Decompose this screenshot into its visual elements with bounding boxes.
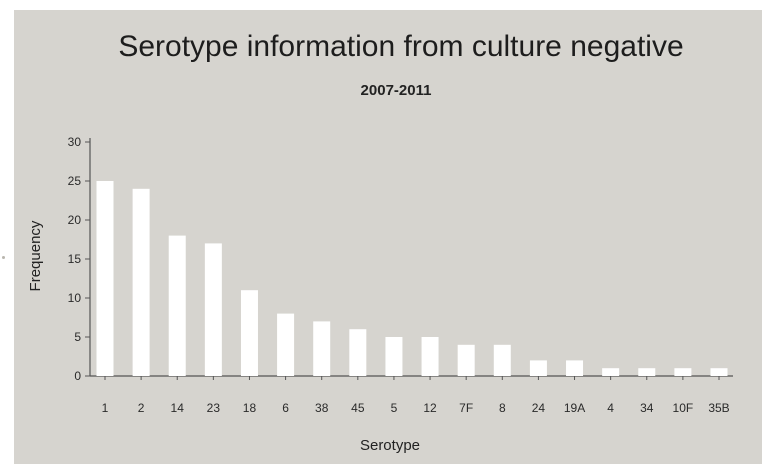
x-tick-label: 19A: [564, 401, 585, 415]
y-ticks: 0 5 10 15 20 25 30: [68, 135, 90, 383]
bars: [96, 181, 728, 376]
x-tick-label: 35B: [708, 401, 729, 415]
x-tick-label: 7F: [459, 401, 473, 415]
bar: [493, 344, 511, 376]
x-tick-label: 6: [282, 401, 289, 415]
x-tick-label: 14: [171, 401, 185, 415]
y-tick-label: 25: [68, 174, 82, 188]
y-tick-label: 30: [68, 135, 82, 149]
stray-mark: [2, 256, 5, 259]
bar: [313, 321, 331, 376]
bar: [674, 368, 692, 376]
y-tick-label: 0: [74, 369, 81, 383]
y-tick-label: 20: [68, 213, 82, 227]
x-tick-label: 5: [391, 401, 398, 415]
bar: [168, 235, 186, 376]
bar: [204, 243, 222, 376]
x-ticks: 1 2 14 23 18 6 38 45 5 12 7F 8 24 19A 4 34 10F 35B: [102, 376, 730, 415]
x-tick-label: 45: [351, 401, 365, 415]
bar: [132, 188, 150, 376]
x-tick-label: 34: [640, 401, 654, 415]
x-tick-label: 8: [499, 401, 506, 415]
bar: [529, 360, 547, 376]
x-axis-label: Serotype: [360, 437, 420, 454]
x-tick-label: 24: [532, 401, 546, 415]
x-tick-label: 1: [102, 401, 109, 415]
bar: [638, 368, 656, 376]
y-tick-label: 15: [68, 252, 82, 266]
chart-subtitle: 2007-2011: [361, 82, 432, 99]
x-tick-label: 4: [607, 401, 614, 415]
bar: [240, 290, 258, 376]
y-tick-label: 5: [74, 330, 81, 344]
y-tick-label: 10: [68, 291, 82, 305]
bar: [96, 181, 114, 376]
bar: [457, 344, 475, 376]
x-tick-label: 2: [138, 401, 145, 415]
x-tick-label: 23: [207, 401, 221, 415]
x-tick-label: 10F: [673, 401, 694, 415]
bar: [710, 368, 728, 376]
bar: [421, 337, 439, 376]
bar: [602, 368, 620, 376]
bar: [566, 360, 584, 376]
x-tick-label: 18: [243, 401, 257, 415]
chart-title: Serotype information from culture negati…: [118, 30, 683, 63]
x-tick-label: 38: [315, 401, 329, 415]
y-axis-label: Frequency: [27, 220, 44, 291]
bar: [349, 329, 367, 376]
bar: [385, 337, 403, 376]
x-tick-label: 12: [423, 401, 437, 415]
bar: [277, 313, 295, 376]
